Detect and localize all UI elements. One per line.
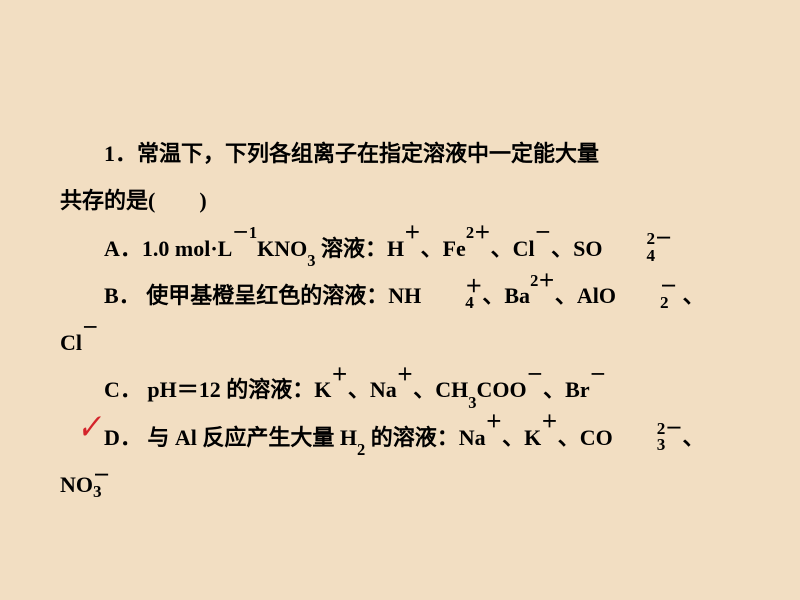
option-b-sup1: 2＋ [530, 271, 555, 290]
option-b-tail: 、 [677, 283, 705, 308]
option-c-sup2: ＋ [397, 365, 414, 384]
option-d-t3: 、K [502, 425, 541, 450]
option-c-sup4: － [590, 365, 607, 384]
question-stem-line1: 1．常温下，下列各组离子在指定溶液中一定能大量 [60, 130, 750, 177]
option-c-t1: pH＝12 的溶液：K [142, 377, 331, 402]
option-d-sub1: 2 [357, 440, 365, 459]
option-c-t5: 、Br [543, 377, 589, 402]
option-b-line2: Cl－ [60, 319, 750, 366]
option-c-label: C． [104, 377, 142, 402]
option-c-sub1: 3 [468, 393, 476, 412]
option-a-t6: 、SO [551, 236, 602, 261]
option-d-t1: 与 Al 反应产生大量 H [142, 425, 357, 450]
option-a-t3: 溶液：H [315, 236, 404, 261]
option-b-line1: B． 使甲基橙呈红色的溶液：NH＋4、Ba2＋、AlO－2 、 [60, 272, 750, 319]
option-a-sup3: 2＋ [466, 223, 491, 242]
correct-answer-checkmark-icon: ✓ [77, 406, 101, 448]
option-a-exp: －1 [232, 223, 257, 242]
option-b-l2-sup: － [82, 318, 99, 337]
option-d-sup2: ＋ [541, 412, 558, 431]
option-a-t2: KNO [257, 236, 307, 261]
stem-text-a: 常温下，下列各组离子在指定溶液中一定能大量 [137, 141, 599, 166]
option-a-sub1: 3 [307, 251, 315, 270]
option-a-t5: 、Cl [491, 236, 535, 261]
option-a-sup2: ＋ [404, 223, 421, 242]
option-c-t2: 、Na [348, 377, 397, 402]
option-d-no3-stack: －3 [93, 468, 110, 501]
option-c-sup3: － [527, 365, 544, 384]
option-c-sup1: ＋ [331, 365, 348, 384]
question-number: 1． [104, 141, 137, 166]
option-b-t1: 使甲基橙呈红色的溶液：NH [141, 283, 422, 308]
option-c-t4: COO [477, 377, 527, 402]
option-d-tail: 、 [683, 425, 705, 450]
option-c-t3: 、CH [413, 377, 468, 402]
option-d-sup1: ＋ [486, 412, 503, 431]
option-c: C． pH＝12 的溶液：K＋、Na＋、CH3COO－、Br－ [60, 366, 750, 413]
option-d-l2-t: NO [60, 472, 93, 497]
option-d-t4: 、CO [558, 425, 613, 450]
option-a-label: A． [104, 236, 142, 261]
option-b-l2-t: Cl [60, 330, 82, 355]
option-b-alo2-stack: －2 [616, 279, 677, 312]
option-a-t1: 1.0 mol·L [142, 236, 232, 261]
option-d-line2: NO－3 [60, 461, 750, 508]
option-a: A．1.0 mol·L－1KNO3 溶液：H＋、Fe2＋、Cl－、SO2－4 [60, 225, 750, 272]
option-b-label: B． [104, 283, 141, 308]
option-d-t2: 的溶液：Na [365, 425, 485, 450]
option-a-sup4: － [535, 223, 552, 242]
option-b-nh4-stack: ＋4 [421, 279, 482, 312]
option-b-t2: 、Ba [482, 283, 530, 308]
question-block: 1．常温下，下列各组离子在指定溶液中一定能大量 共存的是( ) A．1.0 mo… [60, 130, 750, 508]
option-a-t4: 、Fe [421, 236, 466, 261]
option-d-line1: D． 与 Al 反应产生大量 H2 的溶液：Na＋、K＋、CO2－3、 [60, 414, 750, 461]
option-b-t3: 、AlO [555, 283, 616, 308]
option-d-label: D． [104, 425, 142, 450]
question-stem-line2: 共存的是( ) [60, 177, 750, 224]
option-d-co3-stack: 2－3 [613, 421, 683, 454]
option-a-so4-stack: 2－4 [602, 231, 672, 264]
